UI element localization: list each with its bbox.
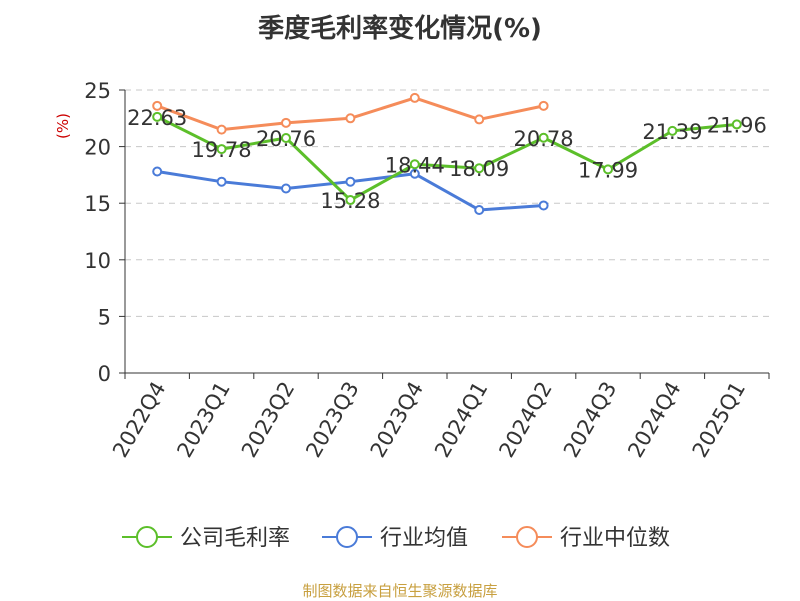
data-point [152, 166, 163, 177]
x-tick-label: 2022Q4 [108, 378, 170, 462]
data-point [216, 144, 227, 155]
data-point [538, 100, 549, 111]
data-point [409, 92, 420, 103]
legend-label: 行业均值 [380, 526, 468, 551]
y-tick-label: 0 [98, 362, 111, 386]
data-label: 22.63 [127, 106, 187, 130]
data-point [216, 176, 227, 187]
data-point [281, 183, 291, 194]
legend-label: 行业中位数 [560, 526, 670, 551]
data-point [345, 113, 356, 124]
data-point [538, 200, 549, 211]
x-tick-label: 2024Q3 [559, 378, 621, 462]
legend-marker [516, 526, 538, 548]
x-tick-label: 2023Q4 [366, 378, 428, 462]
data-point [474, 163, 485, 174]
series-line [156, 115, 737, 202]
data-point [152, 111, 163, 122]
x-tick-label: 2023Q3 [301, 378, 363, 462]
data-label: 15.28 [320, 189, 380, 213]
data-point [731, 119, 742, 130]
data-point [603, 164, 613, 175]
data-label: 17.99 [578, 158, 638, 182]
x-tick-label: 2024Q1 [430, 378, 492, 462]
data-point [474, 114, 485, 125]
y-tick-label: 5 [98, 305, 111, 329]
data-point [667, 125, 678, 136]
data-point [474, 204, 485, 215]
x-tick-label: 2024Q2 [494, 378, 556, 462]
y-tick-label: 20 [84, 136, 111, 160]
data-point [152, 100, 163, 111]
source-note: 制图数据来自恒生聚源数据库 [302, 582, 498, 600]
data-label: 20.76 [256, 127, 316, 151]
data-label: 18.44 [385, 153, 445, 177]
y-tick-label: 25 [84, 79, 111, 103]
x-tick-label: 2023Q2 [237, 378, 299, 462]
x-tick-label: 2024Q4 [623, 378, 685, 462]
data-point [345, 195, 356, 206]
data-point [281, 132, 291, 143]
data-point [345, 176, 356, 187]
data-point [538, 132, 549, 143]
x-tick-label: 2025Q1 [688, 378, 750, 462]
chart-title: 季度毛利率变化情况(%) [258, 14, 542, 44]
legend-marker [336, 526, 358, 548]
y-tick-label: 10 [84, 249, 111, 273]
y-axis-label: (%) [54, 113, 72, 139]
data-label: 21.96 [707, 113, 767, 137]
y-tick-label: 15 [84, 192, 111, 216]
data-label: 19.78 [192, 138, 252, 162]
data-label: 20.78 [514, 127, 574, 151]
data-point [216, 124, 227, 135]
data-point [281, 117, 291, 128]
data-point [409, 159, 420, 170]
data-label: 21.39 [642, 120, 702, 144]
legend-label: 公司毛利率 [180, 526, 290, 551]
data-label: 18.09 [449, 157, 509, 181]
x-tick-label: 2023Q1 [172, 378, 234, 462]
legend-marker [136, 526, 158, 548]
data-point [409, 168, 420, 179]
